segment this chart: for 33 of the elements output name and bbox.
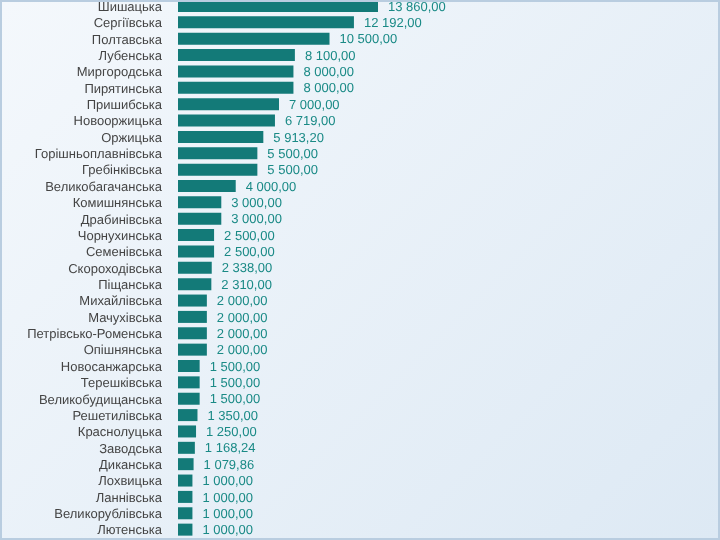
bar [178, 180, 236, 192]
bar [178, 65, 294, 78]
bar [178, 490, 193, 503]
bar [178, 458, 194, 471]
bar [178, 130, 264, 143]
bar [178, 507, 193, 520]
bar [178, 16, 354, 29]
bar [178, 523, 193, 536]
bar [178, 114, 275, 127]
bar [178, 327, 207, 340]
bar [178, 81, 294, 94]
bar [178, 212, 222, 225]
bar [178, 376, 200, 389]
bar [178, 409, 198, 422]
bar [178, 32, 330, 45]
bar [178, 245, 215, 258]
bar [178, 310, 207, 323]
bar [178, 392, 200, 405]
bar [178, 163, 258, 176]
bar [178, 147, 258, 160]
bar [178, 343, 207, 356]
bar [178, 229, 215, 242]
bar [178, 2, 378, 12]
bar [178, 474, 193, 487]
bar [178, 261, 212, 274]
bar [178, 49, 295, 62]
bar [178, 196, 222, 209]
bar [178, 278, 212, 291]
bar [178, 425, 197, 438]
bar [178, 98, 280, 111]
bar [178, 294, 207, 307]
bar [178, 441, 195, 454]
bar [178, 360, 200, 372]
